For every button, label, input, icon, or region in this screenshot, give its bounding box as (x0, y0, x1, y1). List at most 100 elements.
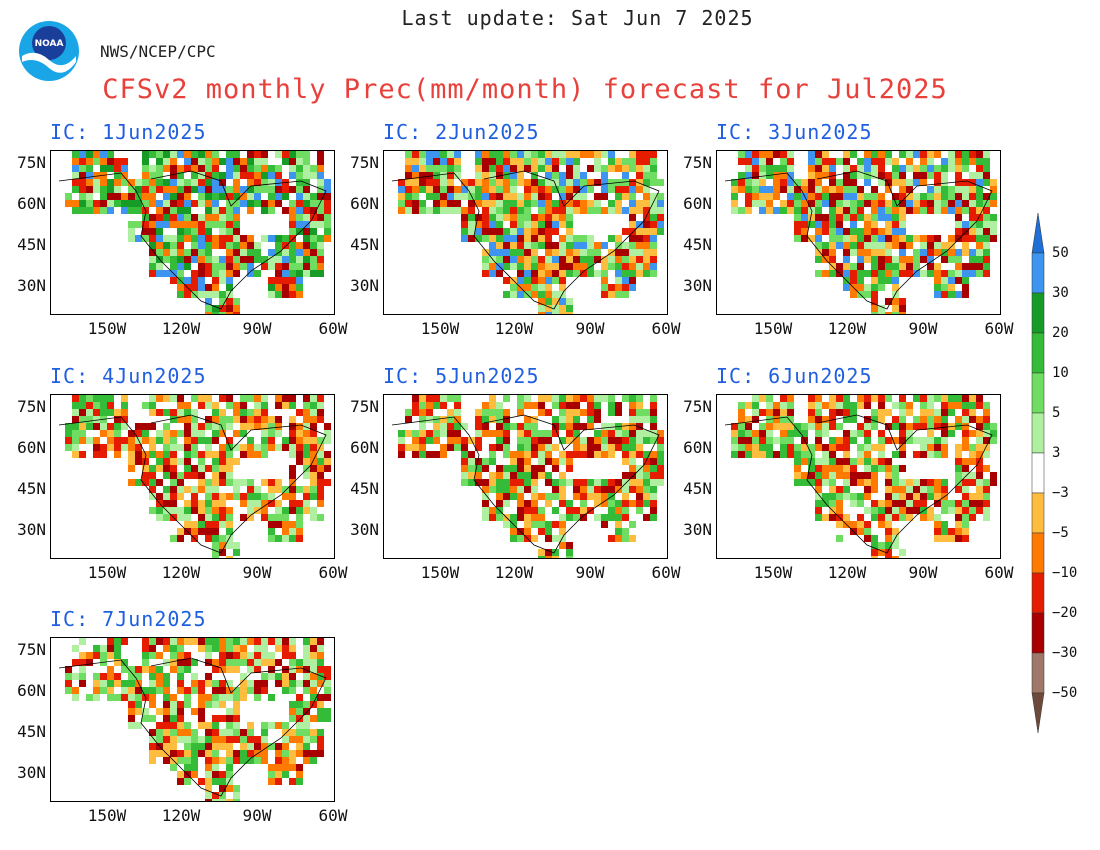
lat-label: 60N (683, 194, 712, 213)
precip-map (383, 150, 668, 315)
lat-label: 30N (17, 520, 46, 539)
colorbar-label: −50 (1052, 685, 1078, 701)
lat-label: 30N (683, 276, 712, 295)
colorbar-swatch (1031, 212, 1045, 254)
lat-label: 45N (350, 235, 379, 254)
lon-label: 90W (908, 563, 938, 582)
colorbar-label: 50 (1052, 245, 1069, 261)
lon-label: 120W (161, 563, 201, 582)
lon-label: 90W (575, 319, 605, 338)
lat-label: 45N (350, 479, 379, 498)
lon-label: 90W (242, 806, 272, 825)
lat-label: 45N (17, 235, 46, 254)
colorbar-swatches (1031, 212, 1045, 734)
lon-label: 120W (494, 563, 534, 582)
lon-label: 120W (494, 319, 534, 338)
lon-label: 60W (651, 319, 681, 338)
lat-label: 45N (17, 722, 46, 741)
colorbar-swatch (1031, 692, 1045, 734)
svg-text:NOAA: NOAA (35, 39, 64, 49)
lat-label: 45N (17, 479, 46, 498)
colorbar-label: 3 (1052, 445, 1061, 461)
lat-label: 75N (683, 397, 712, 416)
colorbar: 50 30 20 10 5 3 −3 −5 −10 −20 −30 −50 (1030, 212, 1100, 738)
lon-label: 150W (87, 319, 127, 338)
noaa-logo-icon: NOAA (19, 21, 79, 81)
lat-label: 30N (350, 276, 379, 295)
lon-label: 120W (161, 806, 201, 825)
lat-label: 75N (17, 640, 46, 659)
lon-label: 150W (87, 806, 127, 825)
lat-label: 75N (350, 153, 379, 172)
lon-label: 90W (242, 563, 272, 582)
lon-label: 120W (161, 319, 201, 338)
lon-label: 60W (651, 563, 681, 582)
lon-label: 90W (908, 319, 938, 338)
colorbar-label: −3 (1052, 485, 1069, 501)
colorbar-swatch (1031, 452, 1045, 494)
page-title: CFSv2 monthly Prec(mm/month) forecast fo… (102, 74, 948, 105)
colorbar-swatch (1031, 412, 1045, 454)
lat-label: 30N (17, 763, 46, 782)
precip-map (716, 394, 1001, 559)
panel-title: IC: 3Jun2025 (716, 120, 873, 144)
lon-label: 60W (984, 563, 1014, 582)
colorbar-swatch (1031, 532, 1045, 574)
lat-label: 75N (17, 153, 46, 172)
lon-label: 60W (984, 319, 1014, 338)
lat-label: 75N (683, 153, 712, 172)
lon-label: 150W (753, 563, 793, 582)
precip-map (50, 150, 335, 315)
lon-label: 120W (827, 563, 867, 582)
colorbar-label: 5 (1052, 405, 1061, 421)
lon-label: 150W (87, 563, 127, 582)
colorbar-label: −20 (1052, 605, 1078, 621)
colorbar-swatch (1031, 492, 1045, 534)
panel-title: IC: 7Jun2025 (50, 607, 207, 631)
agency-label: NWS/NCEP/CPC (100, 42, 216, 61)
panel-title: IC: 5Jun2025 (383, 364, 540, 388)
colorbar-label: −10 (1052, 565, 1078, 581)
lat-label: 75N (350, 397, 379, 416)
panel-title: IC: 4Jun2025 (50, 364, 207, 388)
colorbar-swatch (1031, 572, 1045, 614)
lon-label: 60W (318, 563, 348, 582)
colorbar-label: −5 (1052, 525, 1069, 541)
lat-label: 30N (683, 520, 712, 539)
lon-label: 150W (753, 319, 793, 338)
colorbar-swatch (1031, 292, 1045, 334)
lon-label: 120W (827, 319, 867, 338)
colorbar-label: 30 (1052, 285, 1069, 301)
lon-label: 90W (575, 563, 605, 582)
lat-label: 75N (17, 397, 46, 416)
lat-label: 60N (350, 194, 379, 213)
lon-label: 60W (318, 806, 348, 825)
colorbar-label: 20 (1052, 325, 1069, 341)
lat-label: 60N (683, 438, 712, 457)
last-update-text: Last update: Sat Jun 7 2025 (401, 6, 754, 30)
lat-label: 60N (17, 194, 46, 213)
precip-map (50, 637, 335, 802)
panel-title: IC: 2Jun2025 (383, 120, 540, 144)
colorbar-swatch (1031, 612, 1045, 654)
colorbar-swatch (1031, 252, 1045, 294)
noaa-logo: NOAA (18, 20, 80, 82)
lat-label: 60N (17, 438, 46, 457)
lat-label: 30N (350, 520, 379, 539)
lat-label: 45N (683, 479, 712, 498)
precip-map (383, 394, 668, 559)
colorbar-label: 10 (1052, 365, 1069, 381)
panel-title: IC: 6Jun2025 (716, 364, 873, 388)
lat-label: 60N (17, 681, 46, 700)
panel-title: IC: 1Jun2025 (50, 120, 207, 144)
colorbar-swatch (1031, 372, 1045, 414)
lon-label: 60W (318, 319, 348, 338)
precip-map (50, 394, 335, 559)
lat-label: 60N (350, 438, 379, 457)
lon-label: 150W (420, 319, 460, 338)
colorbar-label: −30 (1052, 645, 1078, 661)
precip-map (716, 150, 1001, 315)
lat-label: 30N (17, 276, 46, 295)
lat-label: 45N (683, 235, 712, 254)
colorbar-swatch (1031, 652, 1045, 694)
